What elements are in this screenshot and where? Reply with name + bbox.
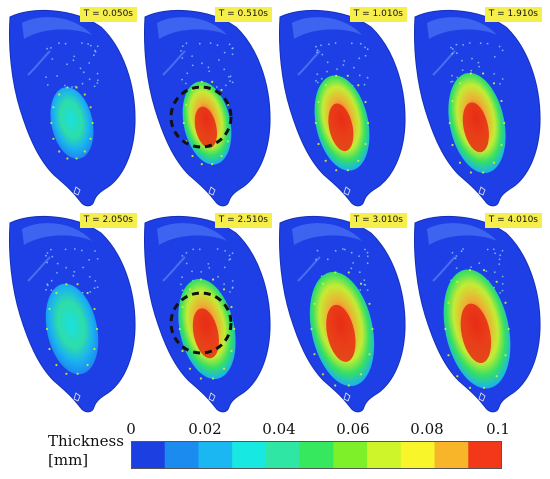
color-bar-segment — [232, 441, 267, 469]
vessel-surface — [144, 215, 271, 413]
vessel-surface — [9, 9, 136, 207]
legend-tick: 0.02 — [188, 420, 222, 438]
color-bar-segment — [333, 441, 368, 469]
vessel-surface — [9, 215, 136, 413]
color-bar-segment — [400, 441, 436, 469]
liquid-film — [45, 283, 99, 375]
vessel-surface — [279, 9, 406, 207]
color-bar-segment — [468, 441, 502, 469]
thickness-panel: T = 0.050s — [4, 5, 139, 213]
thickness-panel: T = 1.010s — [274, 5, 409, 213]
color-bar-segment — [434, 441, 469, 469]
highlight-circle — [169, 291, 233, 355]
time-label: T = 4.010s — [484, 213, 542, 228]
vessel-surface — [279, 215, 406, 413]
thickness-panel: T = 2.510s — [139, 211, 274, 419]
time-label: T = 0.050s — [79, 7, 137, 22]
color-bar-segment — [164, 441, 199, 469]
legend-tick: 0.06 — [336, 420, 370, 438]
liquid-film — [50, 87, 94, 159]
vessel-surface — [414, 9, 541, 207]
thickness-panel: T = 3.010s — [274, 211, 409, 419]
legend-tick: 0.08 — [410, 420, 444, 438]
time-label: T = 2.510s — [214, 213, 272, 228]
color-bar-segment — [131, 441, 166, 469]
time-label: T = 1.910s — [484, 7, 542, 22]
color-bar-segment — [367, 441, 402, 469]
thickness-panel: T = 1.910s — [409, 5, 544, 213]
color-bar-segment — [299, 441, 334, 469]
color-bar-segment — [265, 441, 301, 469]
legend-tick: 0.04 — [262, 420, 296, 438]
legend-tick: 0 — [126, 420, 136, 438]
vessel-surface — [144, 9, 271, 207]
legend-title: Thickness — [48, 432, 124, 450]
highlight-circle — [169, 85, 233, 149]
thickness-panel: T = 4.010s — [409, 211, 544, 419]
vessel-surface — [414, 215, 541, 413]
color-bar — [131, 441, 502, 469]
legend-unit: [mm] — [48, 451, 89, 469]
time-label: T = 2.050s — [79, 213, 137, 228]
thickness-panel: T = 2.050s — [4, 211, 139, 419]
color-bar-segment — [198, 441, 233, 469]
time-label: T = 1.010s — [349, 7, 407, 22]
time-label: T = 0.510s — [214, 7, 272, 22]
time-label: T = 3.010s — [349, 213, 407, 228]
legend-tick: 0.1 — [486, 420, 510, 438]
thickness-panel: T = 0.510s — [139, 5, 274, 213]
